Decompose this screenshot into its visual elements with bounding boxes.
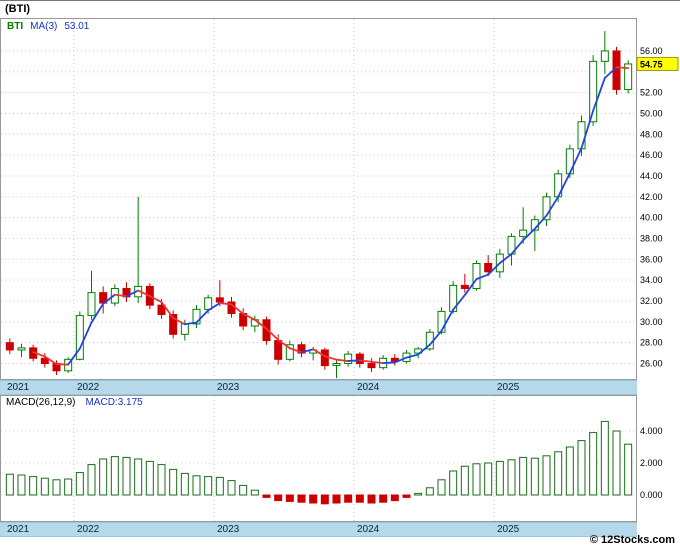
- price-gridlines: [1, 19, 636, 379]
- price-chart-panel: 56.00 52.00 50.00 48.00 46.00 44.00 42.00 40.00…: [0, 18, 680, 380]
- legend-symbol: BTI: [7, 21, 23, 32]
- svg-text:34.00: 34.00: [640, 275, 663, 285]
- svg-text:38.00: 38.00: [640, 233, 663, 243]
- last-price-badge: 54.75: [637, 57, 678, 70]
- macd-legend: MACD(26,12,9) MACD:3.175: [6, 397, 143, 408]
- macd-axis-labels: 4.000 2.000 0.000: [640, 426, 663, 500]
- macd-label: MACD(26,12,9): [6, 397, 75, 408]
- year-label: 2023: [217, 524, 239, 535]
- watermark-credit: © 12Stocks.com: [590, 534, 675, 546]
- macd-panel: 4.000 2.000 0.000: [0, 395, 680, 522]
- ma-line: [33, 67, 628, 364]
- svg-text:44.00: 44.00: [640, 171, 663, 181]
- symbol-title: (BTI): [5, 3, 30, 15]
- svg-text:32.00: 32.00: [640, 296, 663, 306]
- price-axis-labels: 56.00 52.00 50.00 48.00 46.00 44.00 42.00 40.00…: [640, 46, 663, 369]
- svg-text:54.75: 54.75: [640, 59, 663, 69]
- svg-text:0.000: 0.000: [640, 490, 663, 500]
- year-label: 2025: [497, 382, 519, 393]
- year-label: 2023: [217, 382, 239, 393]
- year-label: 2022: [77, 382, 99, 393]
- svg-text:42.00: 42.00: [640, 192, 663, 202]
- year-label: 2024: [357, 524, 379, 535]
- legend-ma-label: MA(3): [30, 21, 57, 32]
- x-axis-band-macd: 2021 2022 2023 2024 2025: [0, 522, 637, 537]
- svg-text:46.00: 46.00: [640, 150, 663, 160]
- macd-value: MACD:3.175: [85, 397, 142, 408]
- year-label: 2021: [7, 524, 29, 535]
- price-chart-canvas: 56.00 52.00 50.00 48.00 46.00 44.00 42.00 40.00…: [0, 18, 680, 380]
- year-label: 2024: [357, 382, 379, 393]
- svg-text:52.00: 52.00: [640, 88, 663, 98]
- svg-text:48.00: 48.00: [640, 129, 663, 139]
- svg-text:40.00: 40.00: [640, 213, 663, 223]
- svg-text:26.00: 26.00: [640, 358, 663, 368]
- svg-text:2.000: 2.000: [640, 458, 663, 468]
- svg-text:28.00: 28.00: [640, 338, 663, 348]
- year-label: 2025: [497, 524, 519, 535]
- year-label: 2021: [7, 382, 29, 393]
- svg-text:4.000: 4.000: [640, 426, 663, 436]
- svg-text:30.00: 30.00: [640, 317, 663, 327]
- year-label: 2022: [77, 524, 99, 535]
- price-chart-legend: BTI MA(3) 53.01: [7, 21, 89, 32]
- macd-gridlines: [1, 396, 636, 521]
- svg-text:56.00: 56.00: [640, 46, 663, 56]
- legend-ma-value: 53.01: [64, 21, 89, 32]
- svg-text:50.00: 50.00: [640, 108, 663, 118]
- macd-chart-canvas: 4.000 2.000 0.000: [0, 395, 680, 522]
- candlestick-series: [6, 31, 631, 378]
- macd-histogram: [6, 421, 631, 503]
- svg-text:36.00: 36.00: [640, 254, 663, 264]
- x-axis-band-main: 2021 2022 2023 2024 2025: [0, 380, 637, 395]
